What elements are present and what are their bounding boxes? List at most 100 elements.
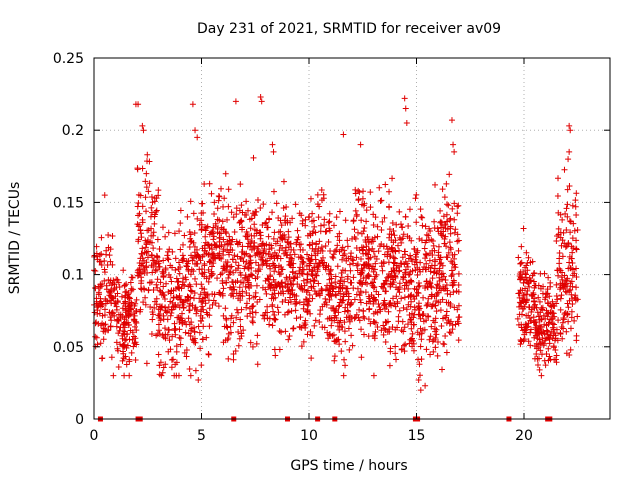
data-point (164, 331, 171, 338)
data-point (339, 256, 346, 263)
data-point (429, 275, 436, 282)
data-point (160, 257, 167, 264)
data-point (517, 336, 524, 343)
data-point (160, 334, 167, 341)
data-point (304, 276, 311, 283)
data-point (537, 347, 544, 354)
data-point (210, 224, 217, 231)
data-point (332, 279, 339, 286)
data-point (317, 228, 324, 235)
data-point (521, 296, 528, 303)
data-point (266, 280, 273, 287)
data-point (176, 228, 183, 235)
data-point (344, 307, 351, 314)
data-point (325, 263, 332, 270)
data-point (363, 207, 370, 214)
data-point (189, 336, 196, 343)
data-point (294, 236, 301, 243)
data-point (374, 323, 381, 330)
data-point (120, 321, 127, 328)
data-point (97, 322, 104, 329)
data-point (451, 148, 458, 155)
data-point (454, 238, 461, 245)
data-point (146, 180, 153, 187)
data-point (131, 340, 138, 347)
data-point (106, 252, 113, 259)
data-point (561, 166, 568, 173)
data-point (428, 291, 435, 298)
data-point (160, 291, 167, 298)
data-point (138, 230, 145, 237)
data-point (271, 315, 278, 322)
data-point (405, 293, 412, 300)
data-point (413, 259, 420, 266)
data-point (155, 351, 162, 358)
data-point (184, 297, 191, 304)
data-point (333, 214, 340, 221)
data-point (568, 314, 575, 321)
data-point (420, 294, 427, 301)
data-point (310, 228, 317, 235)
data-point (409, 330, 416, 337)
data-point (167, 290, 174, 297)
data-point (559, 335, 566, 342)
data-point (386, 325, 393, 332)
data-point (559, 216, 566, 223)
data-point (455, 337, 462, 344)
data-point (423, 237, 430, 244)
data-point (123, 361, 130, 368)
data-point (142, 294, 149, 301)
data-point (147, 279, 154, 286)
data-point (299, 266, 306, 273)
data-point (114, 345, 121, 352)
data-point (194, 134, 201, 141)
data-point (333, 246, 340, 253)
data-point (293, 315, 300, 322)
data-point (394, 286, 401, 293)
data-point (380, 331, 387, 338)
data-point (177, 341, 184, 348)
data-point (275, 309, 282, 316)
data-point (573, 274, 580, 281)
data-point (376, 184, 383, 191)
data-point (554, 267, 561, 274)
data-point (173, 348, 180, 355)
data-point (151, 220, 158, 227)
data-point (151, 298, 158, 305)
data-point (312, 317, 319, 324)
data-point (307, 310, 314, 317)
data-point (275, 214, 282, 221)
data-point (230, 214, 237, 221)
data-point (236, 284, 243, 291)
data-point (523, 249, 530, 256)
data-point (285, 228, 292, 235)
data-point (533, 304, 540, 311)
data-point (392, 303, 399, 310)
data-point (360, 250, 367, 257)
data-point (107, 258, 114, 265)
data-point (366, 265, 373, 272)
data-point (443, 308, 450, 315)
data-point (269, 322, 276, 329)
data-point (305, 297, 312, 304)
data-point (516, 311, 523, 318)
data-point (555, 231, 562, 238)
data-point (363, 300, 370, 307)
data-point (437, 261, 444, 268)
data-point (217, 271, 224, 278)
data-point (393, 265, 400, 272)
data-point (572, 203, 579, 210)
data-point (166, 337, 173, 344)
data-point (245, 240, 252, 247)
data-point (348, 332, 355, 339)
data-point (388, 274, 395, 281)
data-point (366, 273, 373, 280)
data-point (142, 244, 149, 251)
data-point (114, 276, 121, 283)
data-point (573, 237, 580, 244)
y-tick-label: 0.25 (53, 51, 84, 67)
data-point (517, 287, 524, 294)
data-point (352, 235, 359, 242)
data-point (185, 283, 192, 290)
data-point (394, 242, 401, 249)
